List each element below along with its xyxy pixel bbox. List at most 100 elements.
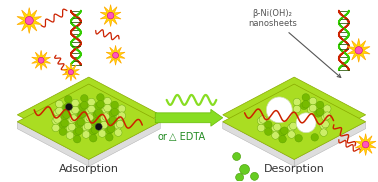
Circle shape — [115, 129, 122, 136]
Circle shape — [259, 116, 267, 123]
Text: Adsorption: Adsorption — [59, 164, 119, 174]
Circle shape — [314, 110, 322, 117]
Circle shape — [25, 16, 33, 25]
Circle shape — [97, 100, 104, 108]
Circle shape — [288, 124, 295, 131]
Circle shape — [322, 113, 329, 121]
Circle shape — [104, 104, 111, 112]
Circle shape — [302, 100, 310, 108]
Circle shape — [82, 131, 90, 138]
FancyArrow shape — [155, 109, 223, 126]
Circle shape — [100, 114, 108, 122]
Circle shape — [73, 128, 81, 136]
Circle shape — [88, 98, 95, 106]
Circle shape — [113, 52, 119, 58]
Circle shape — [91, 126, 99, 134]
Polygon shape — [62, 63, 79, 81]
Circle shape — [79, 103, 86, 111]
Circle shape — [105, 127, 113, 134]
Circle shape — [300, 102, 308, 110]
Circle shape — [324, 112, 331, 119]
Circle shape — [324, 105, 331, 112]
Circle shape — [56, 100, 63, 108]
Circle shape — [257, 117, 265, 125]
Circle shape — [52, 117, 59, 125]
Circle shape — [75, 120, 83, 128]
Circle shape — [98, 130, 106, 137]
Circle shape — [93, 118, 101, 125]
Circle shape — [84, 122, 91, 130]
Polygon shape — [17, 122, 89, 166]
Circle shape — [63, 111, 70, 118]
Circle shape — [272, 132, 279, 139]
Polygon shape — [223, 77, 366, 153]
Circle shape — [86, 114, 93, 121]
Circle shape — [59, 128, 67, 135]
Circle shape — [316, 108, 324, 116]
Circle shape — [362, 141, 369, 148]
Circle shape — [279, 135, 287, 143]
Circle shape — [105, 134, 113, 141]
Polygon shape — [106, 45, 125, 65]
Circle shape — [322, 120, 329, 128]
Circle shape — [233, 153, 241, 161]
Circle shape — [65, 96, 72, 103]
Circle shape — [107, 125, 115, 133]
Circle shape — [73, 135, 81, 143]
Circle shape — [307, 106, 315, 113]
Circle shape — [111, 108, 118, 116]
Circle shape — [95, 102, 102, 110]
Polygon shape — [17, 8, 42, 33]
Circle shape — [70, 115, 77, 122]
Circle shape — [288, 131, 295, 138]
Circle shape — [235, 173, 243, 181]
Circle shape — [355, 47, 363, 54]
Circle shape — [104, 97, 111, 105]
Text: or: or — [157, 132, 167, 142]
Circle shape — [93, 111, 101, 118]
Circle shape — [111, 101, 118, 109]
Circle shape — [296, 113, 316, 133]
Circle shape — [65, 103, 73, 110]
Circle shape — [97, 94, 104, 101]
Circle shape — [98, 123, 106, 130]
Circle shape — [316, 101, 324, 109]
Circle shape — [90, 134, 97, 142]
Circle shape — [118, 105, 125, 112]
Circle shape — [75, 127, 83, 134]
Circle shape — [77, 112, 85, 119]
Circle shape — [38, 57, 44, 63]
Circle shape — [79, 110, 86, 118]
Circle shape — [52, 124, 59, 132]
Circle shape — [68, 123, 76, 131]
Polygon shape — [355, 134, 376, 155]
Circle shape — [279, 128, 287, 136]
Circle shape — [109, 117, 117, 124]
Circle shape — [59, 121, 67, 128]
Circle shape — [70, 108, 77, 115]
Circle shape — [95, 123, 102, 130]
Circle shape — [82, 124, 90, 131]
Circle shape — [88, 105, 95, 113]
Circle shape — [102, 113, 110, 120]
Circle shape — [115, 122, 122, 129]
Text: △ EDTA: △ EDTA — [169, 132, 205, 142]
Polygon shape — [347, 38, 370, 62]
Circle shape — [320, 122, 327, 129]
Circle shape — [293, 98, 301, 106]
Circle shape — [311, 134, 319, 141]
Circle shape — [68, 70, 73, 75]
Circle shape — [265, 128, 272, 135]
Circle shape — [240, 164, 249, 174]
Circle shape — [107, 118, 115, 126]
Circle shape — [302, 94, 310, 101]
Circle shape — [61, 112, 68, 120]
Circle shape — [61, 119, 68, 127]
Circle shape — [107, 12, 114, 19]
Circle shape — [54, 109, 61, 116]
Circle shape — [54, 116, 61, 123]
Polygon shape — [17, 77, 160, 153]
Polygon shape — [17, 84, 160, 159]
Circle shape — [100, 121, 108, 129]
Circle shape — [84, 115, 91, 123]
